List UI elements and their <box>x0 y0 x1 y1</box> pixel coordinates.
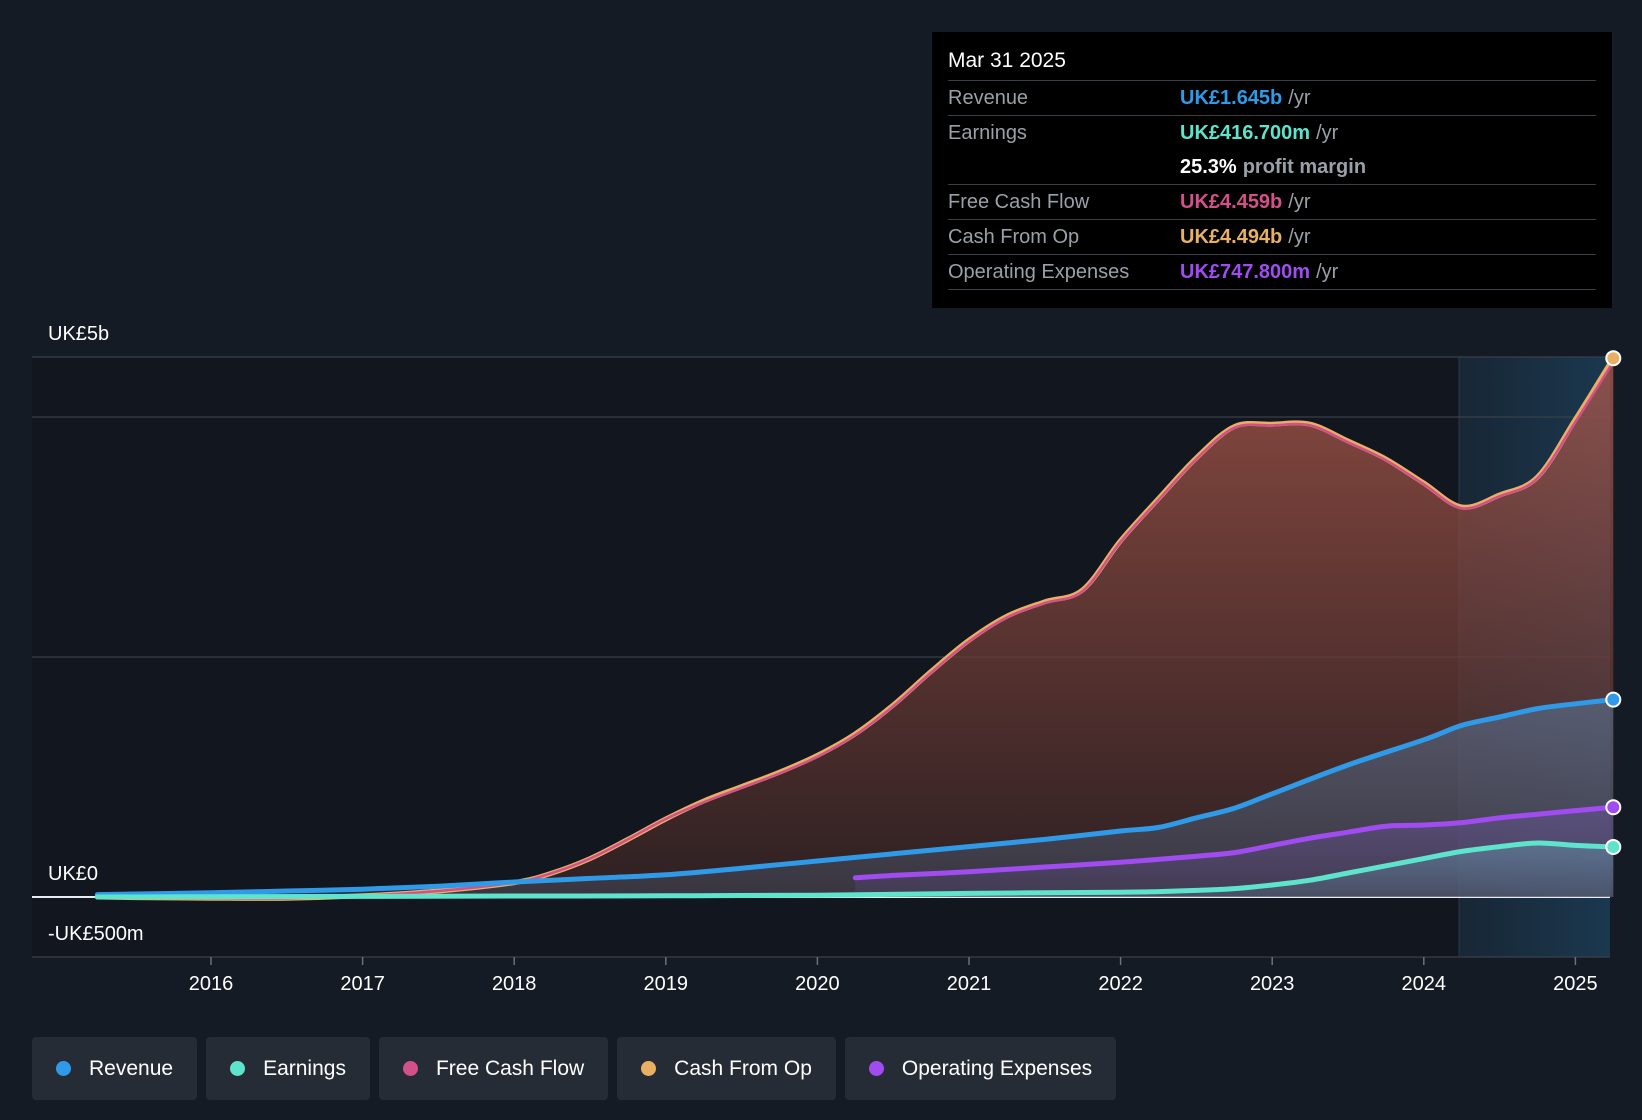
tooltip-panel: Mar 31 2025 Revenue UK£1.645b /yr Earnin… <box>932 32 1612 308</box>
end-marker-operating-expenses[interactable] <box>1605 799 1622 816</box>
y-label-bottom: -UK£500m <box>48 923 144 945</box>
tooltip-row-opex: Operating Expenses UK£747.800m /yr <box>948 255 1596 290</box>
tooltip-label: Revenue <box>948 86 1029 109</box>
legend-label: Revenue <box>89 1056 174 1080</box>
x-tick-label: 2018 <box>492 973 537 995</box>
x-axis: 2016 2017 2018 2019 2020 2021 2022 2023 2024 2025 <box>189 957 1598 995</box>
end-marker-earnings[interactable] <box>1605 838 1622 855</box>
x-tick-label: 2024 <box>1402 973 1447 995</box>
tooltip-unit: /yr <box>1288 86 1311 109</box>
legend-dot-icon <box>230 1061 246 1076</box>
legend-item-earnings[interactable]: Earnings <box>206 1037 370 1100</box>
legend-dot-icon <box>402 1061 418 1076</box>
area-revenue <box>97 699 1614 897</box>
legend-dot-icon <box>56 1061 71 1076</box>
legend-item-revenue[interactable]: Revenue <box>32 1037 198 1100</box>
line-operating-expenses <box>852 804 1616 881</box>
tooltip-value: UK£747.800m <box>1180 260 1311 283</box>
tooltip-row-margin: 25.3% profit margin <box>948 150 1596 185</box>
line-earnings <box>94 840 1616 900</box>
tooltip-row-fcf: Free Cash Flow UK£4.459b /yr <box>948 185 1596 220</box>
series-areas <box>97 358 1614 899</box>
legend-item-free-cash-flow[interactable]: Free Cash Flow <box>378 1037 609 1100</box>
x-tick-label: 2021 <box>947 973 992 995</box>
legend-dot-icon <box>868 1061 884 1076</box>
x-tick-label: 2020 <box>795 973 840 995</box>
tooltip-value: UK£4.459b <box>1180 190 1283 213</box>
legend-label: Earnings <box>263 1056 346 1080</box>
x-tick-label: 2022 <box>1098 973 1143 995</box>
tooltip-label: Cash From Op <box>948 225 1080 248</box>
tooltip-row-revenue: Revenue UK£1.645b /yr <box>948 81 1596 116</box>
legend-label: Free Cash Flow <box>435 1056 585 1080</box>
tooltip-row-earnings: Earnings UK£416.700m /yr <box>948 116 1596 150</box>
tooltip-unit: /yr <box>1316 260 1339 283</box>
tooltip-unit: /yr <box>1316 121 1339 144</box>
x-tick-label: 2025 <box>1553 973 1598 995</box>
legend-item-operating-expenses[interactable]: Operating Expenses <box>844 1037 1117 1100</box>
tooltip-date: Mar 31 2025 <box>948 46 1596 81</box>
chart-legend: Revenue Earnings Free Cash Flow Cash Fro… <box>32 1037 1117 1100</box>
tooltip-value: UK£1.645b <box>1180 86 1283 109</box>
tooltip-row-cfo: Cash From Op UK£4.494b /yr <box>948 220 1596 255</box>
legend-item-cash-from-op[interactable]: Cash From Op <box>617 1037 836 1100</box>
tooltip-value: UK£416.700m <box>1180 121 1311 144</box>
y-label-top: UK£5b <box>48 323 109 345</box>
profit-margin-value: 25.3% <box>1180 155 1237 178</box>
tooltip-value: UK£4.494b <box>1180 225 1283 248</box>
x-tick-label: 2019 <box>644 973 689 995</box>
end-marker-cash-from-op[interactable] <box>1605 350 1622 367</box>
area-cash-from-op <box>97 358 1614 899</box>
legend-label: Operating Expenses <box>901 1056 1093 1080</box>
x-tick-label: 2017 <box>340 973 385 995</box>
series-lines <box>94 355 1616 901</box>
tooltip-label: Free Cash Flow <box>948 190 1090 213</box>
line-revenue <box>94 697 1616 898</box>
tooltip-unit: /yr <box>1288 190 1311 213</box>
profit-margin-text: profit margin <box>1242 155 1367 178</box>
series-end-markers <box>1605 350 1622 855</box>
tooltip-label: Operating Expenses <box>948 260 1130 283</box>
line-free-cash-flow <box>96 360 1615 900</box>
legend-dot-icon <box>641 1061 657 1076</box>
x-tick-label: 2016 <box>189 973 234 995</box>
y-label-zero: UK£0 <box>48 863 98 885</box>
tooltip-unit: /yr <box>1288 225 1311 248</box>
area-earnings <box>97 842 1614 897</box>
x-tick-label: 2023 <box>1250 973 1295 995</box>
end-marker-revenue[interactable] <box>1605 691 1622 708</box>
legend-label: Cash From Op <box>674 1056 812 1080</box>
tooltip-label: Earnings <box>948 121 1027 144</box>
